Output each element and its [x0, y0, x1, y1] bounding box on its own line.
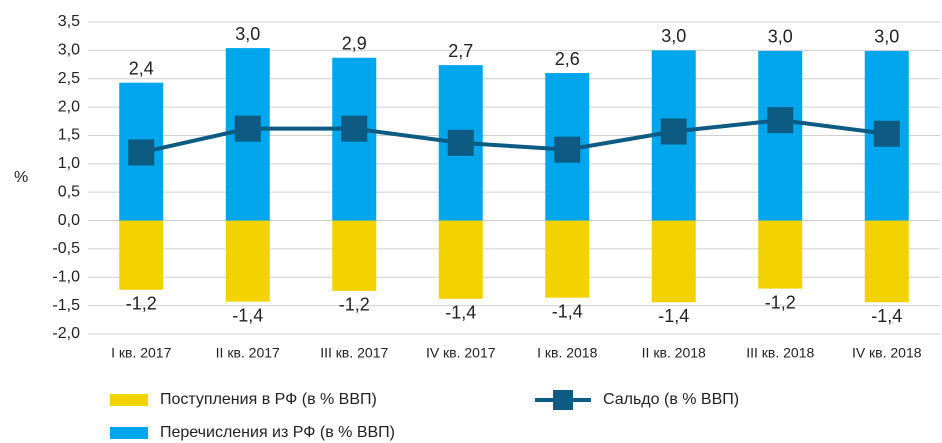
y-tick-label: 2,0	[58, 98, 80, 115]
marker	[873, 120, 900, 147]
data-label: 3,0	[661, 26, 686, 46]
marker	[447, 129, 474, 156]
y-tick-label: -2,0	[52, 325, 80, 342]
y-tick-label: -1,5	[52, 297, 80, 314]
legend-label: Сальдо (в % ВВП)	[603, 391, 739, 408]
legend-label: Перечисления из РФ (в % ВВП)	[160, 424, 395, 441]
data-label: -1,2	[765, 292, 796, 312]
bar	[651, 220, 696, 303]
bar	[545, 220, 590, 298]
x-tick-label: III кв. 2017	[320, 345, 388, 361]
y-tick-label: 2,5	[58, 70, 80, 87]
y-axis-label: %	[14, 169, 28, 186]
data-label: 3,0	[874, 27, 899, 47]
data-label: 2,7	[448, 41, 473, 61]
bar	[438, 220, 483, 299]
y-tick-label: 3,0	[58, 42, 80, 59]
x-tick-label: II кв. 2018	[642, 345, 706, 361]
x-tick-label: I кв. 2018	[537, 345, 597, 361]
data-label: -1,4	[871, 306, 902, 326]
legend-label: Поступления в РФ (в % ВВП)	[160, 391, 377, 408]
line	[140, 118, 888, 155]
bar	[864, 220, 909, 303]
bar	[332, 220, 377, 291]
bar	[758, 50, 803, 221]
marker	[128, 139, 155, 166]
y-tick-label: 0,0	[58, 212, 80, 229]
x-tick-label: IV кв. 2018	[852, 345, 922, 361]
data-label: -1,4	[445, 303, 476, 323]
legend-swatch	[110, 394, 148, 406]
y-tick-label: -0,5	[52, 240, 80, 257]
bar	[758, 220, 803, 289]
data-label: 2,6	[555, 49, 580, 69]
x-tick-label: II кв. 2017	[216, 345, 280, 361]
data-label: -1,4	[658, 306, 689, 326]
x-tick-label: III кв. 2018	[746, 345, 814, 361]
legend-marker	[553, 390, 573, 410]
y-tick-label: 0,5	[58, 183, 80, 200]
data-label: -1,4	[552, 301, 583, 321]
y-tick-label: 1,0	[58, 155, 80, 172]
x-tick-label: IV кв. 2017	[426, 345, 496, 361]
marker	[234, 115, 261, 142]
marker	[554, 136, 581, 163]
marker	[660, 118, 687, 145]
data-label: 3,0	[768, 27, 793, 47]
bar	[119, 220, 164, 290]
x-tick-label: I кв. 2017	[111, 345, 171, 361]
y-tick-label: 1,5	[58, 127, 80, 144]
legend-swatch	[110, 427, 148, 439]
data-label: 3,0	[235, 24, 260, 44]
marker	[341, 115, 368, 142]
data-label: -1,2	[126, 294, 157, 314]
bar	[225, 220, 270, 302]
y-tick-label: -1,0	[52, 268, 80, 285]
data-label: 2,9	[342, 33, 367, 53]
y-tick-label: 3,5	[58, 13, 80, 30]
data-label: -1,2	[339, 295, 370, 315]
data-label: -1,4	[232, 305, 263, 325]
data-label: 2,4	[129, 58, 154, 78]
marker	[767, 107, 794, 134]
